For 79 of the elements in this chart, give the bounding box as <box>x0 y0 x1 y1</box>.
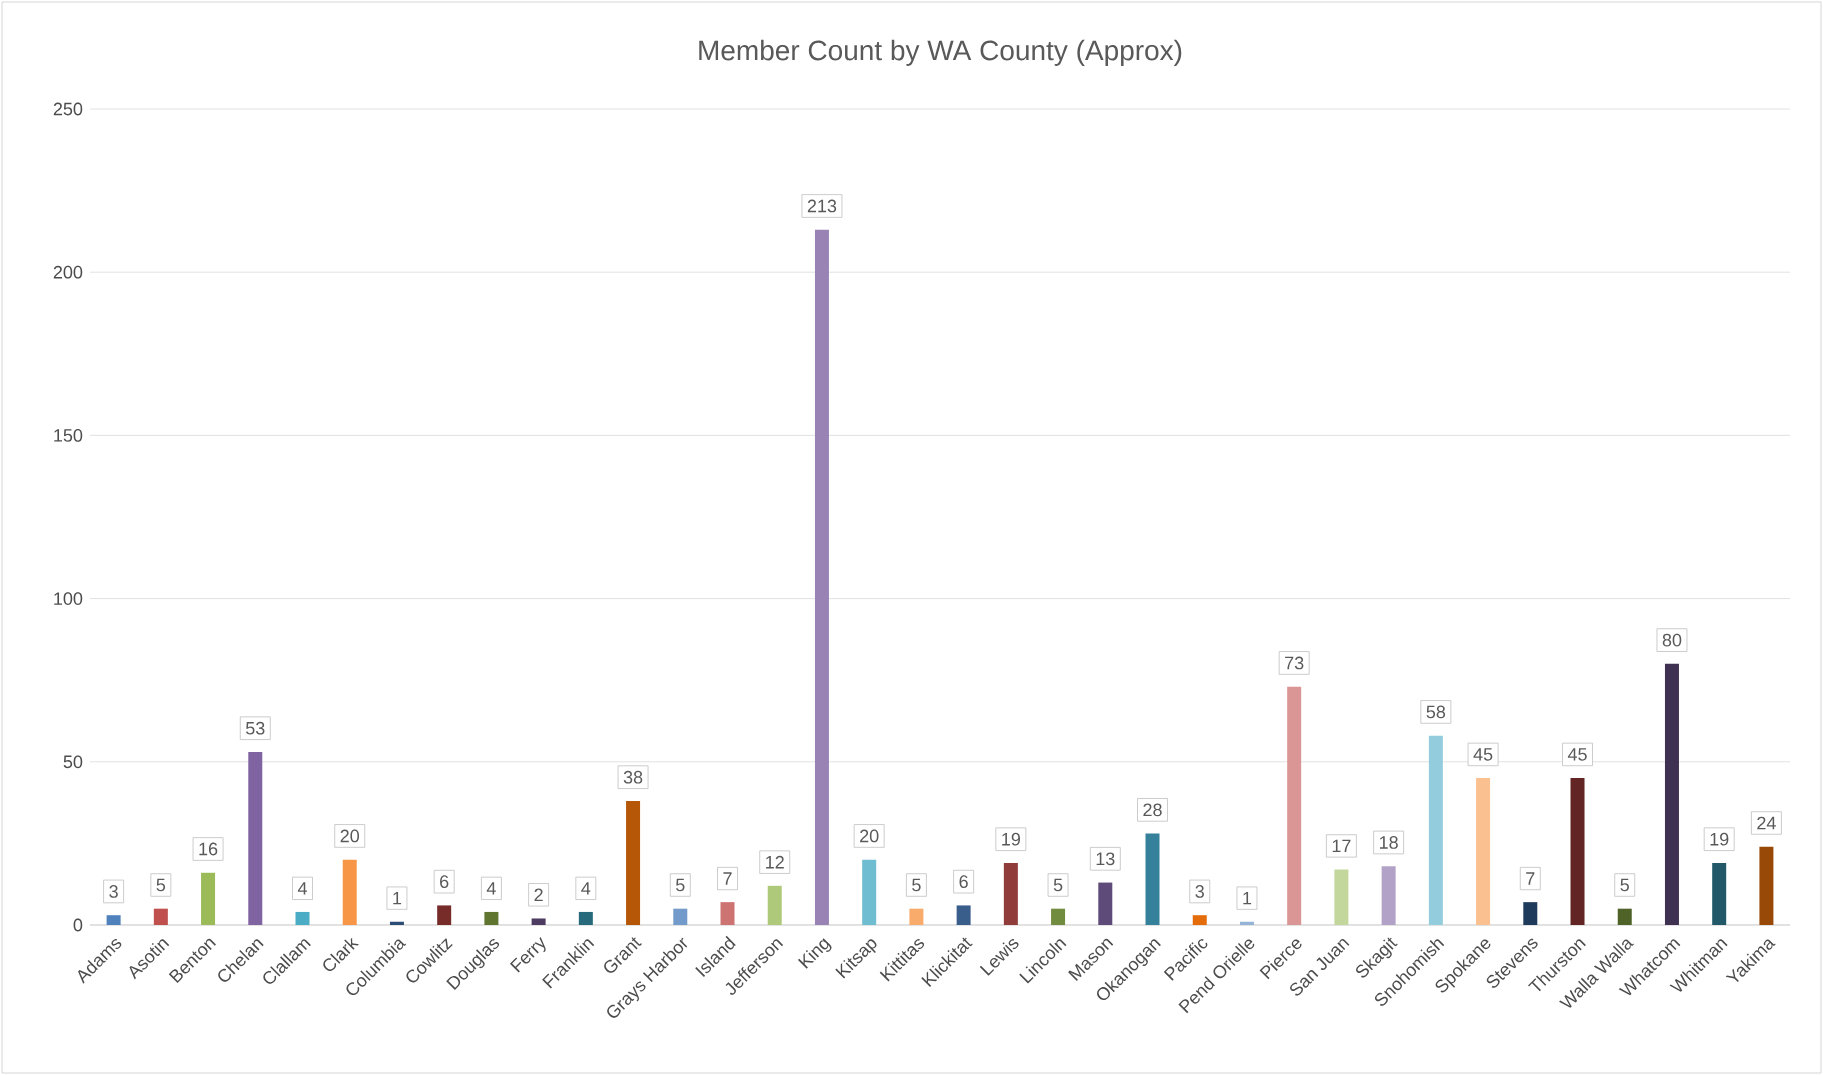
y-tick-label: 200 <box>53 265 83 279</box>
data-label: 20 <box>860 829 879 843</box>
data-label: 5 <box>1620 878 1629 892</box>
bar <box>1523 902 1538 925</box>
bar <box>1334 869 1349 925</box>
bar <box>531 918 546 925</box>
bar <box>1051 908 1066 925</box>
data-label: 5 <box>1053 878 1063 892</box>
y-tick-label: 100 <box>54 592 83 605</box>
bar <box>862 859 877 925</box>
bar <box>295 911 310 925</box>
bar <box>1003 862 1018 925</box>
bar <box>956 905 971 925</box>
bar <box>720 902 735 925</box>
bar <box>153 908 168 925</box>
data-label: 4 <box>486 882 496 895</box>
data-label: 19 <box>1002 832 1020 846</box>
bar <box>1287 686 1302 925</box>
bar <box>201 872 216 925</box>
data-label: 45 <box>1567 748 1587 761</box>
data-label: 4 <box>581 882 591 895</box>
bar <box>1570 778 1585 925</box>
data-label: 5 <box>676 878 685 892</box>
data-label: 4 <box>297 882 307 895</box>
bar <box>626 800 641 925</box>
bar <box>1617 908 1632 925</box>
bar <box>437 905 452 925</box>
bar <box>1428 735 1443 925</box>
data-label: 19 <box>1710 832 1729 846</box>
data-label: 17 <box>1332 839 1351 853</box>
data-label: 80 <box>1662 633 1682 647</box>
bar <box>1381 866 1396 925</box>
y-tick-label: 250 <box>53 102 83 116</box>
data-label: 3 <box>1195 885 1204 898</box>
data-label: 2 <box>534 888 543 902</box>
data-label: 7 <box>723 872 732 885</box>
bar <box>342 859 357 925</box>
bar <box>389 921 404 925</box>
y-tick-label: 150 <box>54 429 83 442</box>
data-label: 38 <box>623 770 643 784</box>
data-label: 20 <box>340 829 360 843</box>
data-label: 7 <box>1526 872 1535 885</box>
data-label: 58 <box>1426 705 1446 719</box>
bar <box>767 885 782 925</box>
y-tick-label: 0 <box>73 918 83 932</box>
data-label: 73 <box>1285 656 1304 670</box>
bar <box>1664 663 1679 925</box>
bar <box>1239 921 1254 925</box>
data-label: 213 <box>807 199 837 213</box>
data-label: 13 <box>1096 852 1115 866</box>
bar <box>484 911 499 925</box>
data-label: 53 <box>245 721 265 735</box>
bar <box>909 908 924 925</box>
bar <box>673 908 688 925</box>
data-label: 5 <box>912 878 921 892</box>
bar <box>1098 882 1113 925</box>
data-label: 45 <box>1473 748 1493 761</box>
data-label: 24 <box>1757 816 1776 830</box>
bar <box>1759 846 1774 925</box>
data-label: 28 <box>1143 803 1162 817</box>
bar <box>1712 862 1727 925</box>
chart-title: Member Count by WA County (Approx) <box>699 39 1182 66</box>
data-label: 1 <box>393 891 402 905</box>
bar <box>1192 915 1207 925</box>
data-label: 18 <box>1380 836 1398 849</box>
bar <box>578 911 593 925</box>
bar <box>814 229 829 925</box>
y-tick-label: 50 <box>63 755 83 769</box>
data-label: 12 <box>766 855 784 869</box>
data-label: 6 <box>440 875 449 889</box>
bar <box>106 915 121 925</box>
data-label: 1 <box>1243 891 1252 905</box>
bar <box>1476 778 1491 925</box>
data-label: 6 <box>959 875 968 889</box>
bar <box>1145 833 1160 925</box>
data-label: 5 <box>156 878 166 892</box>
bar <box>248 752 263 925</box>
data-label: 16 <box>199 842 218 856</box>
data-label: 3 <box>109 885 118 898</box>
